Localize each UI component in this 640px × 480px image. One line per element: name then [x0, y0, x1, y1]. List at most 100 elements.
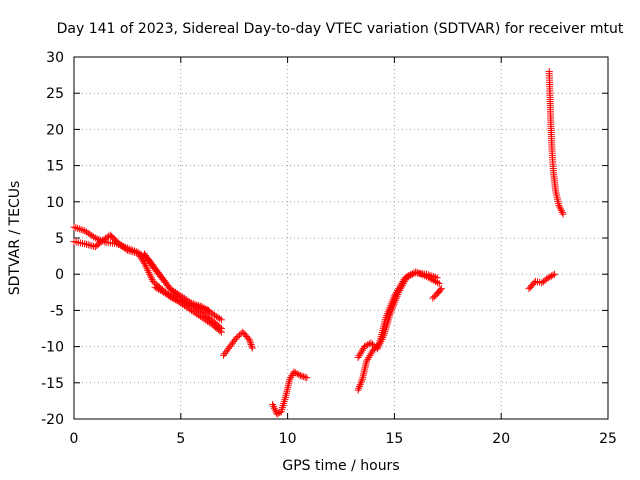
- data-point-marker: [370, 342, 378, 350]
- data-point-marker: [395, 288, 403, 296]
- data-point-marker: [141, 261, 149, 269]
- y-tick-label: 0: [55, 267, 64, 283]
- data-point-marker: [286, 375, 294, 383]
- data-point-marker: [199, 305, 207, 313]
- y-tick-label: 25: [46, 86, 64, 102]
- data-point-marker: [149, 277, 157, 285]
- data-point-marker: [426, 274, 434, 282]
- data-point-marker: [146, 270, 154, 278]
- data-point-marker: [397, 285, 405, 293]
- data-point-marker: [196, 304, 204, 312]
- data-point-marker: [196, 312, 204, 320]
- data-point-marker: [356, 382, 364, 390]
- data-point-marker: [246, 339, 254, 347]
- data-point-marker: [231, 336, 239, 344]
- data-point-marker: [195, 311, 203, 319]
- data-point-marker: [147, 274, 155, 282]
- data-point-marker: [360, 343, 368, 351]
- data-point-marker: [273, 410, 281, 418]
- data-point-marker: [81, 227, 89, 235]
- data-point-marker: [355, 384, 363, 392]
- data-point-marker: [142, 263, 150, 271]
- data-point-marker: [354, 386, 362, 394]
- data-point-marker: [366, 352, 374, 360]
- data-point-marker: [248, 342, 256, 350]
- data-point-marker: [303, 374, 311, 382]
- data-point-marker: [216, 315, 224, 323]
- data-point-marker: [74, 224, 82, 232]
- y-tick-label: 5: [55, 231, 64, 247]
- data-point-marker: [429, 294, 437, 302]
- data-point-marker: [201, 305, 209, 313]
- data-point-marker: [549, 271, 557, 279]
- data-point-marker: [274, 409, 282, 417]
- chart-title: Day 141 of 2023, Sidereal Day-to-day VTE…: [57, 21, 624, 37]
- data-point-marker: [287, 373, 295, 381]
- data-point-marker: [290, 368, 298, 376]
- data-point-marker: [166, 285, 174, 293]
- data-point-marker: [217, 316, 225, 324]
- data-point-marker: [151, 279, 159, 287]
- data-point-marker: [140, 259, 148, 267]
- data-point-marker: [172, 296, 180, 304]
- y-tick-label: 30: [46, 50, 64, 66]
- data-point-marker: [295, 371, 303, 379]
- data-point-marker: [401, 276, 409, 284]
- data-point-marker: [177, 298, 185, 306]
- data-point-marker: [435, 280, 443, 288]
- data-point-marker: [86, 230, 94, 238]
- data-point-marker: [417, 270, 425, 278]
- data-point-marker: [363, 357, 371, 365]
- data-point-marker: [354, 353, 362, 361]
- data-point-marker: [433, 279, 441, 287]
- y-tick-label: 10: [46, 195, 64, 211]
- data-point-marker: [556, 203, 564, 211]
- data-point-marker: [301, 373, 309, 381]
- data-point-marker: [358, 346, 366, 354]
- data-point-marker: [198, 304, 206, 312]
- data-point-marker: [293, 370, 301, 378]
- data-point-marker: [146, 272, 154, 280]
- data-point-marker: [203, 306, 211, 314]
- data-point-marker: [205, 306, 213, 314]
- data-point-marker: [179, 298, 187, 306]
- data-point-marker: [204, 317, 211, 325]
- data-point-marker: [296, 372, 304, 380]
- data-point-marker: [247, 341, 255, 349]
- data-point-marker: [217, 328, 225, 336]
- data-point-marker: [408, 270, 416, 278]
- data-point-marker: [168, 294, 176, 302]
- data-point-marker: [143, 265, 151, 273]
- data-point-marker: [357, 348, 365, 356]
- data-point-marker: [72, 224, 80, 232]
- data-point-marker: [234, 332, 242, 340]
- data-point-marker: [175, 297, 183, 305]
- data-point-marker: [546, 273, 554, 281]
- data-point-marker: [90, 233, 98, 241]
- data-point-marker: [232, 334, 240, 342]
- data-point-marker: [415, 269, 423, 277]
- data-point-marker: [365, 340, 373, 348]
- data-point-marker: [398, 283, 406, 291]
- data-point-marker: [79, 226, 87, 234]
- data-point-marker: [70, 223, 78, 231]
- data-point-marker: [145, 268, 153, 276]
- data-point-marker: [84, 229, 92, 237]
- data-point-marker: [362, 342, 370, 350]
- data-point-marker: [173, 296, 181, 304]
- data-point-marker: [356, 381, 364, 389]
- data-point-marker: [428, 275, 436, 283]
- data-point-marker: [91, 234, 99, 242]
- data-point-marker: [88, 232, 96, 240]
- y-tick-label: -15: [41, 376, 64, 392]
- data-point-marker: [77, 226, 85, 234]
- data-point-marker: [355, 352, 363, 360]
- data-point-marker: [168, 286, 176, 294]
- data-point-marker: [369, 340, 377, 348]
- x-axis-label: GPS time / hours: [282, 458, 399, 474]
- data-point-marker: [547, 272, 555, 280]
- data-point-marker: [182, 300, 190, 308]
- data-point-marker: [93, 235, 101, 243]
- data-point-marker: [555, 201, 563, 209]
- data-point-marker: [205, 318, 213, 326]
